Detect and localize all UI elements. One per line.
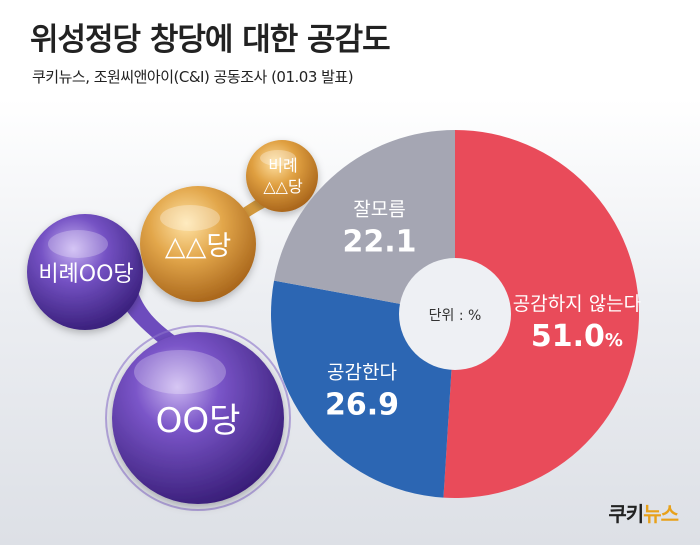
- slice-agree-value: 26.9: [325, 388, 399, 423]
- bubble-party-tt-label: △△당: [165, 231, 231, 262]
- pie-center: 단위 : %: [399, 258, 511, 370]
- brand-logo: 쿠키뉴스: [608, 498, 679, 527]
- bubble-proportional-tt: 비례 △△당: [246, 140, 318, 212]
- page-title: 위성정당 창당에 대한 공감도: [30, 22, 391, 58]
- slice-agree-label: 공감한다: [327, 362, 397, 384]
- bubble-party-tt: △△당: [140, 186, 256, 302]
- bubble-proportional-tt-line2: △△당: [263, 177, 303, 196]
- slice-unknown-label: 잘모름: [353, 198, 405, 220]
- slice-disagree-unit: %: [605, 330, 623, 351]
- bubble-proportional-oo-label: 비례OO당: [38, 262, 133, 287]
- slice-disagree-label: 공감하지 않는다: [513, 293, 641, 315]
- slice-unknown: [274, 130, 455, 314]
- bubble-party-oo: OO당: [105, 325, 291, 511]
- brand-logo-accent: 뉴스: [643, 502, 679, 526]
- bubble-party-oo-label: OO당: [156, 401, 241, 441]
- slice-disagree: [443, 130, 639, 498]
- pie-center-unit-label: 단위 : %: [429, 308, 482, 324]
- page-subtitle: 쿠키뉴스, 조원씨앤아이(C&I) 공동조사 (01.03 발표): [32, 68, 354, 86]
- bubble-proportional-oo: 비례OO당: [27, 214, 143, 330]
- slice-unknown-value: 22.1: [342, 224, 416, 259]
- brand-logo-main: 쿠키: [608, 502, 644, 526]
- bubble-proportional-tt-line1: 비례: [268, 156, 297, 175]
